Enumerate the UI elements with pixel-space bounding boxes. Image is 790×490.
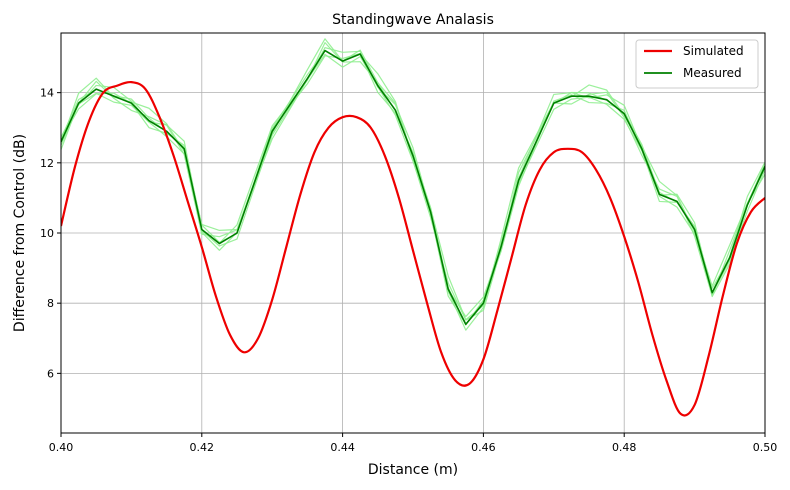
x-tick-label: 0.44 bbox=[330, 441, 355, 454]
x-axis-title: Distance (m) bbox=[368, 462, 458, 478]
y-axis-title: Difference from Control (dB) bbox=[12, 134, 28, 332]
legend-label-measured: Measured bbox=[683, 66, 742, 80]
plot-area bbox=[61, 38, 765, 417]
simulated-line bbox=[61, 80, 765, 417]
x-tick-label: 0.40 bbox=[49, 441, 74, 454]
y-tick-label: 6 bbox=[47, 367, 54, 380]
y-tick-label: 10 bbox=[40, 227, 54, 240]
y-tick-label: 8 bbox=[47, 297, 54, 310]
legend: Simulated Measured bbox=[635, 39, 759, 89]
legend-label-simulated: Simulated bbox=[683, 44, 744, 58]
measured-series bbox=[61, 49, 765, 326]
y-tick-label: 12 bbox=[40, 157, 54, 170]
grid bbox=[60, 33, 766, 433]
y-tick-label: 14 bbox=[40, 87, 54, 100]
x-tick-label: 0.50 bbox=[753, 441, 778, 454]
y-axis-ticks: 6 8 10 12 14 bbox=[40, 87, 61, 380]
x-tick-label: 0.46 bbox=[471, 441, 496, 454]
simulated-series bbox=[61, 80, 765, 417]
x-tick-label: 0.42 bbox=[190, 441, 215, 454]
measured-line bbox=[61, 49, 765, 326]
chart-title: Standingwave Analasis bbox=[332, 12, 494, 28]
x-tick-label: 0.48 bbox=[612, 441, 637, 454]
x-axis-ticks: 0.40 0.42 0.44 0.46 0.48 0.50 bbox=[49, 433, 778, 454]
